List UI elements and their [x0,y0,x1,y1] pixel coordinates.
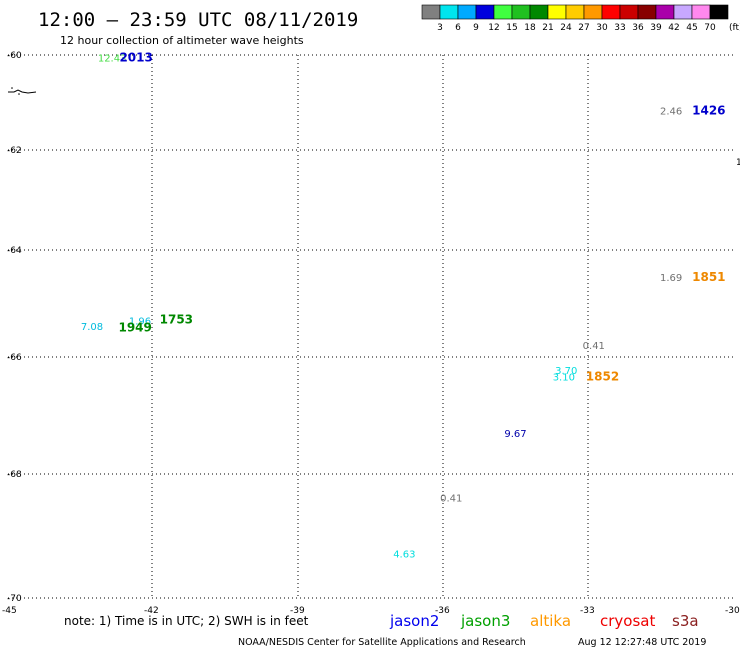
colorbar-label: 36 [632,23,644,33]
track-time-label: 2013 [119,50,152,64]
x-tick-label: -45 [2,606,17,616]
colorbar-swatch [655,4,675,20]
wave-height-value: 12.43 [98,53,127,64]
y-tick-label: -60 [7,51,22,61]
colorbar-label: 21 [542,23,553,33]
colorbar-swatch [673,4,693,20]
colorbar-label: 18 [524,23,536,33]
colorbar-swatch [637,4,657,20]
wave-height-value: 3.70 [555,366,577,377]
colorbar-swatch [511,4,531,20]
chart-subtitle: 12 hour collection of altimeter wave hei… [60,34,304,47]
colorbar-label: 30 [596,23,608,33]
edge-label: 1 [736,158,740,168]
y-tick-label: -62 [7,146,22,156]
colorbar-swatch [547,4,567,20]
y-tick-label: -70 [7,594,22,604]
colorbar-label: 9 [473,23,479,33]
wave-height-value: 1.69 [660,273,682,284]
track-time-labels: 2013 1426 1851 1753 1949 1852 [118,50,725,383]
colorbar-swatch [601,4,621,20]
y-tick-label: -66 [7,353,22,363]
colorbar-label: 39 [650,23,662,33]
wave-height-value: 0.41 [583,341,605,352]
x-tick-label: -33 [580,606,595,616]
track-time-label: 1949 [118,321,151,335]
satellite-legend: jason2 jason3 altika cryosat s3a [389,612,699,630]
wave-height-value: 7.08 [81,322,103,333]
colorbar-label: 33 [614,23,625,33]
colorbar-label: 6 [455,23,461,33]
wave-height-value: 3.10 [553,372,575,383]
x-tick-label: -42 [144,606,159,616]
colorbar-swatch [475,4,495,20]
colorbar-label: 42 [668,23,679,33]
colorbar-swatch [493,4,513,20]
colorbar-swatch [619,4,639,20]
wave-height-value: 0.41 [440,494,462,505]
wave-height-value: 2.46 [660,107,682,118]
colorbar-label: 24 [560,23,572,33]
legend-entry-jason2: jason2 [389,612,439,630]
colorbar-swatch [529,4,549,20]
colorbar-label: 3 [437,23,443,33]
colorbar-swatch [439,4,459,20]
track-time-label: 1851 [692,270,725,284]
track-time-label: 1753 [160,313,193,327]
colorbar-label: 15 [506,23,517,33]
x-tick-label: -39 [290,606,305,616]
legend-entry-s3a: s3a [672,612,699,630]
legend-entry-jason3: jason3 [460,612,510,630]
track-time-label: 1426 [692,104,725,118]
footer-note: note: 1) Time is in UTC; 2) SWH is in fe… [64,614,309,628]
colorbar-unit: (ft) [729,23,740,33]
colorbar-label: 70 [704,23,716,33]
colorbar-swatch [709,4,729,20]
legend-entry-altika: altika [530,612,571,630]
colorbar-swatch [691,4,711,20]
wave-height-points: 12.43 2.46 1.69 7.08 1.96 0.41 3.703.10 9.67 0.4… [81,53,682,560]
y-tick-label: -68 [7,470,22,480]
x-tick-label: -36 [435,606,450,616]
timestamp-text: Aug 12 12:27:48 UTC 2019 [578,637,706,648]
colorbar-swatch [421,4,441,20]
colorbar-label: 12 [488,23,499,33]
wave-height-value: 1.96 [129,317,151,328]
y-tick-label: -64 [7,246,22,256]
chart-title: 12:00 – 23:59 UTC 08/11/2019 [38,9,358,31]
colorbar-swatch [583,4,603,20]
wave-height-value: 9.67 [504,429,526,440]
colorbar-label: 45 [686,23,697,33]
colorbar-swatch [457,4,477,20]
colorbar-swatch [565,4,585,20]
track-time-label: 1852 [586,369,619,383]
axis-ticks: -60 -62 -64 -66 -68 -70 -45 -42 -39 -36 -33 -30 [2,51,740,616]
x-tick-label: -30 [725,606,740,616]
wave-height-value: 4.63 [393,549,415,560]
credit-text: NOAA/NESDIS Center for Satellite Applica… [238,637,526,648]
legend-entry-cryosat: cryosat [600,612,655,630]
grid [8,54,733,599]
colorbar-label: 27 [578,23,589,33]
coastline-fragment [8,87,37,95]
